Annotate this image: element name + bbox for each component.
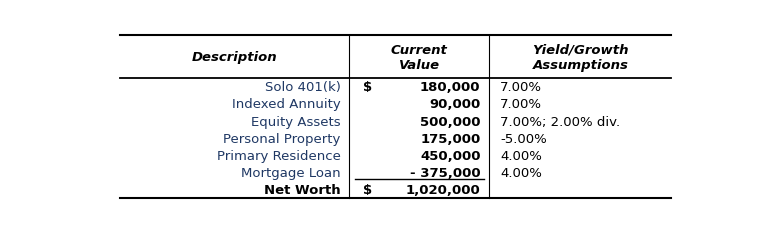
Text: 7.00%; 2.00% div.: 7.00%; 2.00% div. [500,115,621,128]
Text: Mortgage Loan: Mortgage Loan [241,166,341,179]
Text: $: $ [362,81,371,94]
Text: Primary Residence: Primary Residence [217,149,341,162]
Text: Yield/Growth
Assumptions: Yield/Growth Assumptions [532,43,628,71]
Text: 450,000: 450,000 [420,149,481,162]
Text: Indexed Annuity: Indexed Annuity [231,98,341,111]
Text: - 375,000: - 375,000 [410,166,481,179]
Text: 180,000: 180,000 [420,81,481,94]
Text: 7.00%: 7.00% [500,98,542,111]
Text: 90,000: 90,000 [429,98,481,111]
Text: Equity Assets: Equity Assets [251,115,341,128]
Text: Personal Property: Personal Property [223,132,341,145]
Text: $: $ [362,183,371,196]
Text: Description: Description [192,51,278,64]
Text: Current
Value: Current Value [391,43,448,71]
Text: 175,000: 175,000 [421,132,481,145]
Text: -5.00%: -5.00% [500,132,547,145]
Text: Solo 401(k): Solo 401(k) [265,81,341,94]
Text: 4.00%: 4.00% [500,149,542,162]
Text: 4.00%: 4.00% [500,166,542,179]
Text: 7.00%: 7.00% [500,81,542,94]
Text: Net Worth: Net Worth [264,183,341,196]
Text: 500,000: 500,000 [420,115,481,128]
Text: 1,020,000: 1,020,000 [406,183,481,196]
